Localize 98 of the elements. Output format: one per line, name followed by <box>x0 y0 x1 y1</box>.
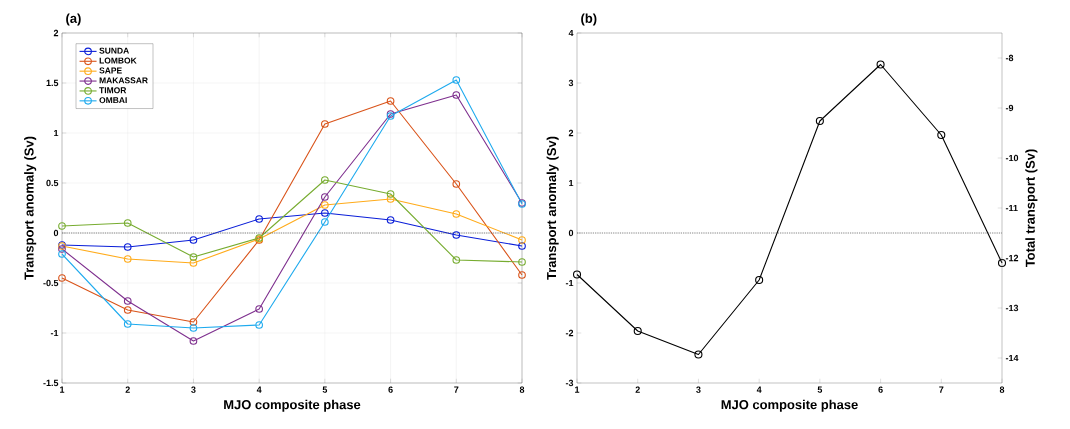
x-tick-label: 1 <box>575 386 580 393</box>
point <box>452 210 461 218</box>
y2-axis-title: Total transport (Sv) <box>1025 149 1038 268</box>
point <box>58 274 66 282</box>
x-tick-label: 4 <box>256 386 262 393</box>
point <box>321 209 329 217</box>
y2-tick-label: -12 <box>1005 254 1019 262</box>
y-tick-label: 0 <box>568 229 574 237</box>
point <box>755 275 764 285</box>
legend-label: LOMBOK <box>99 57 137 64</box>
y-tick-label: 1.5 <box>46 79 59 87</box>
point <box>189 236 198 244</box>
point <box>452 180 461 188</box>
point <box>123 219 132 227</box>
point <box>123 320 132 328</box>
y2-tick-label: -11 <box>1005 204 1018 212</box>
point <box>694 350 703 359</box>
point <box>452 91 461 99</box>
legend-label: SUNDA <box>99 47 129 54</box>
point <box>452 76 461 84</box>
y-tick-label: 0 <box>53 229 59 237</box>
x-tick-label: 5 <box>322 386 328 393</box>
x-tick-label: 3 <box>696 386 701 393</box>
legend-label: OMBAI <box>99 97 127 104</box>
y-tick-label: 4 <box>568 29 574 37</box>
point <box>876 60 885 69</box>
x-tick-label: 2 <box>125 386 130 393</box>
point <box>452 256 461 264</box>
x-tick-label: 7 <box>939 386 944 393</box>
point <box>321 218 329 226</box>
chart-title: (a) <box>66 13 81 26</box>
x-axis-title: MJO composite phase <box>224 399 361 412</box>
point <box>321 120 329 128</box>
y-tick-label: 2 <box>53 29 59 37</box>
point <box>386 190 395 198</box>
y2-tick-label: -13 <box>1005 304 1019 312</box>
legend-label: MAKASSAR <box>99 77 148 84</box>
point <box>518 258 526 266</box>
point <box>386 195 395 203</box>
y-tick-label: -3 <box>565 379 574 387</box>
y-tick-label: 0.5 <box>46 179 59 187</box>
point <box>58 250 66 258</box>
point <box>189 259 198 267</box>
point <box>123 306 132 314</box>
y2-tick-label: -8 <box>1005 54 1014 62</box>
y2-tick-label: -10 <box>1005 154 1019 162</box>
x-tick-label: 6 <box>388 386 393 393</box>
y-tick-label: -1.5 <box>43 379 59 387</box>
point <box>123 255 132 263</box>
point <box>189 337 198 345</box>
point <box>518 271 526 279</box>
chart-title: (b) <box>581 13 597 26</box>
point <box>518 236 526 244</box>
y-tick-label: -1 <box>565 279 574 287</box>
point <box>123 243 132 251</box>
point <box>321 176 329 184</box>
point <box>255 215 263 223</box>
point <box>518 242 526 250</box>
point <box>386 97 395 105</box>
x-tick-label: 6 <box>878 386 883 393</box>
y-tick-label: -0.5 <box>43 279 59 287</box>
point <box>815 116 824 126</box>
point <box>997 258 1007 268</box>
x-tick-label: 8 <box>519 386 525 393</box>
x-tick-label: 2 <box>635 386 640 393</box>
point <box>189 318 198 326</box>
point <box>189 324 198 332</box>
point <box>386 216 395 224</box>
point <box>321 193 329 201</box>
point <box>255 321 263 329</box>
x-tick-label: 5 <box>817 386 823 393</box>
x-tick-label: 4 <box>756 386 762 393</box>
legend-label: SAPE <box>99 67 122 74</box>
y-axis-title: Transport anomaly (Sv) <box>546 136 559 280</box>
legend-label: TIMOR <box>99 87 127 94</box>
point <box>633 326 642 336</box>
x-tick-label: 1 <box>60 386 65 393</box>
point <box>937 130 946 140</box>
point <box>452 231 461 239</box>
point <box>572 270 582 279</box>
point <box>189 253 198 261</box>
y-axis-title: Transport anomaly (Sv) <box>24 136 37 280</box>
point <box>255 305 263 313</box>
point <box>321 201 329 209</box>
x-tick-label: 8 <box>999 386 1005 393</box>
point <box>123 297 132 305</box>
y2-tick-label: -9 <box>1005 104 1014 112</box>
y-tick-label: 1 <box>569 179 574 187</box>
x-axis-title: MJO composite phase <box>721 399 858 412</box>
x-tick-label: 3 <box>191 386 196 393</box>
y-tick-label: 1 <box>54 129 59 137</box>
x-tick-label: 7 <box>454 386 459 393</box>
y2-tick-label: -14 <box>1005 354 1019 362</box>
y-tick-label: 2 <box>568 129 574 137</box>
y-tick-label: -2 <box>565 329 574 337</box>
y-tick-label: 3 <box>568 79 574 87</box>
y-tick-label: -1 <box>50 329 59 337</box>
point <box>58 222 66 230</box>
